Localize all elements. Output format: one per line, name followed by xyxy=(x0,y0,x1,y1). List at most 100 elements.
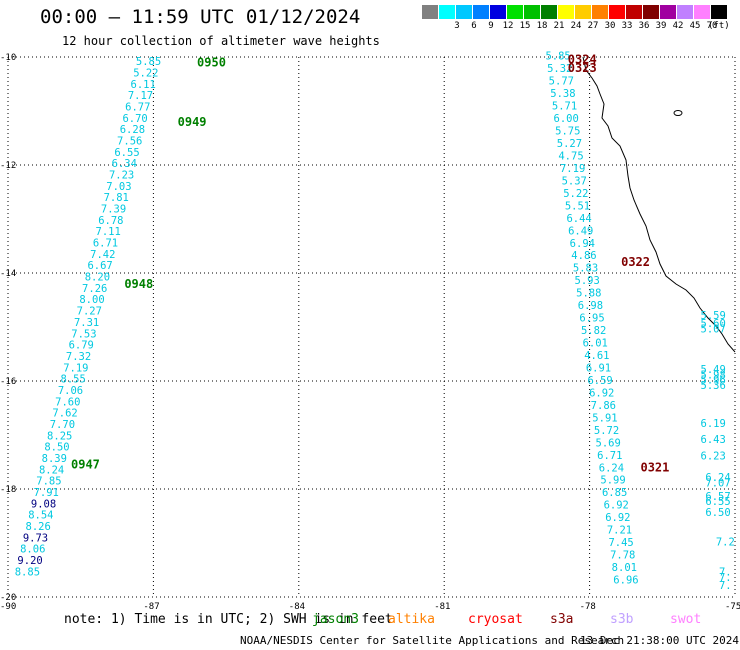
wave-height-value: 6.98 xyxy=(578,300,603,312)
color-swatch xyxy=(541,5,557,19)
wave-height-value: 8.54 xyxy=(28,510,53,522)
wave-height-value: 5.36 xyxy=(701,380,726,392)
wave-height-value: 4.86 xyxy=(571,250,596,262)
wave-height-value: 6.91 xyxy=(586,362,611,374)
color-scale-label: 9 xyxy=(488,21,494,31)
wave-height-value: 6.57 xyxy=(705,491,730,503)
wave-height-value: 6.92 xyxy=(589,387,614,399)
wave-height-value: 7.19 xyxy=(63,362,88,374)
wave-height-value: 5.37 xyxy=(562,175,587,187)
wave-height-value: 5.71 xyxy=(552,101,577,113)
wave-height-value: 7.17 xyxy=(128,90,153,102)
color-scale-label: 33 xyxy=(621,21,633,31)
wave-height-value: 5.85 xyxy=(545,51,570,63)
lon-tick-label: -81 xyxy=(434,602,450,612)
altimeter-tracks: 5.855.226.117.176.776.706.287.566.556.34… xyxy=(15,51,735,592)
wave-height-value: 5.51 xyxy=(565,200,590,212)
wave-height-value: 6.44 xyxy=(566,213,591,225)
wave-height-value: 7.78 xyxy=(610,550,635,562)
pass-time-label: 0323 xyxy=(568,61,597,75)
wave-height-value: 7.39 xyxy=(101,204,126,216)
lon-tick-label: -84 xyxy=(289,602,305,612)
island xyxy=(673,110,683,116)
wave-height-value: 7.56 xyxy=(117,135,142,147)
pass-time-label: 0949 xyxy=(178,115,207,129)
axis-ticks: -10 -12 -14 -16 -18 -20-90 -87 -84 -81 -78 -75 xyxy=(0,53,740,612)
wave-height-value: 6.24 xyxy=(599,462,624,474)
wave-height-value: 7.11 xyxy=(96,226,121,238)
wave-height-value: 8.39 xyxy=(42,453,67,465)
wave-height-value: 8.24 xyxy=(39,464,64,476)
color-swatch xyxy=(592,5,608,19)
lat-tick-label: -18 xyxy=(0,485,16,495)
wave-height-value: 7.32 xyxy=(66,351,91,363)
wave-height-value: 7.07 xyxy=(705,477,730,489)
wave-height-value: 6.79 xyxy=(69,340,94,352)
wave-height-value: 8.00 xyxy=(79,294,104,306)
lon-tick-label: -75 xyxy=(725,602,740,612)
lat-tick-label: -10 xyxy=(0,53,16,63)
wave-height-value: 9.08 xyxy=(31,498,56,510)
color-swatch xyxy=(626,5,642,19)
coastline-peru xyxy=(582,56,736,353)
wave-height-value: 5.82 xyxy=(581,325,606,337)
wave-height-value: 7.27 xyxy=(77,306,102,318)
wave-height-value: 8.01 xyxy=(612,562,637,574)
wave-height-value: 6.50 xyxy=(705,507,730,519)
wave-height-value: 7.19 xyxy=(560,163,585,175)
wave-height-value: 5.93 xyxy=(575,275,600,287)
wave-height-value: 6.49 xyxy=(568,225,593,237)
wave-height-value: 7.81 xyxy=(104,192,129,204)
wave-height-value: 5.85 xyxy=(136,56,161,68)
wave-height-value: 7. xyxy=(719,572,732,584)
wave-height-value: 6.71 xyxy=(93,238,118,250)
color-scale-label: 6 xyxy=(471,21,477,31)
wave-height-value: 5.88 xyxy=(576,288,601,300)
wave-height-value: 6.43 xyxy=(701,434,726,446)
wave-height-value: 6.67 xyxy=(87,260,112,272)
wave-height-value: 5.98 xyxy=(701,369,726,381)
color-swatch xyxy=(711,5,727,19)
wave-height-value: 7.85 xyxy=(36,476,61,488)
wave-height-value: 6.59 xyxy=(587,375,612,387)
wave-height-value: 7.2 xyxy=(716,537,735,549)
lat-tick-label: -12 xyxy=(0,161,16,171)
track-jason-east: 5.855.325.775.385.716.005.755.274.757.19… xyxy=(545,51,638,587)
wave-height-value: 7.06 xyxy=(58,385,83,397)
color-scale-label: 21 xyxy=(553,21,565,31)
wave-height-value: 4.61 xyxy=(584,350,609,362)
color-scale-label: 39 xyxy=(655,21,667,31)
color-scale-label: 70 xyxy=(706,21,718,31)
wave-height-value: 6.77 xyxy=(125,101,150,113)
wave-height-value: 5.91 xyxy=(592,412,617,424)
color-swatch xyxy=(575,5,591,19)
color-swatch xyxy=(507,5,523,19)
pass-time-label: 0947 xyxy=(71,458,100,472)
wave-height-value: 5.96 xyxy=(701,375,726,387)
wave-height-value: 6.55 xyxy=(114,147,139,159)
wave-height-value: 6.11 xyxy=(131,79,156,91)
track-jason-west: 5.855.226.117.176.776.706.287.566.556.34… xyxy=(15,56,161,578)
lon-tick-label: -87 xyxy=(143,602,159,612)
wave-height-value: 8.25 xyxy=(47,430,72,442)
wave-height-value: 8.55 xyxy=(61,374,86,386)
wave-height-value: 8.20 xyxy=(85,272,110,284)
color-swatch xyxy=(558,5,574,19)
color-scale-label: 15 xyxy=(519,21,531,31)
wave-height-value: 9.20 xyxy=(17,555,42,567)
wave-height-value: 8.50 xyxy=(44,442,69,454)
color-scale-label: 30 xyxy=(604,21,616,31)
footer-credit: NOAA/NESDIS Center for Satellite Applica… xyxy=(240,634,625,647)
wave-height-value: 6.95 xyxy=(579,313,604,325)
wave-height-value: 5.99 xyxy=(600,475,625,487)
wave-height-value: 5.69 xyxy=(596,437,621,449)
lat-tick-label: -20 xyxy=(0,593,16,603)
wave-height-value: 8.06 xyxy=(20,544,45,556)
wave-height-value: 5.07 xyxy=(701,323,726,335)
color-swatch xyxy=(694,5,710,19)
wave-height-value: 5.38 xyxy=(550,88,575,100)
color-swatch xyxy=(439,5,455,19)
wave-height-value: 6.96 xyxy=(613,575,638,587)
wave-height-value: 5.72 xyxy=(594,425,619,437)
wave-height-value: 5.32 xyxy=(547,63,572,75)
